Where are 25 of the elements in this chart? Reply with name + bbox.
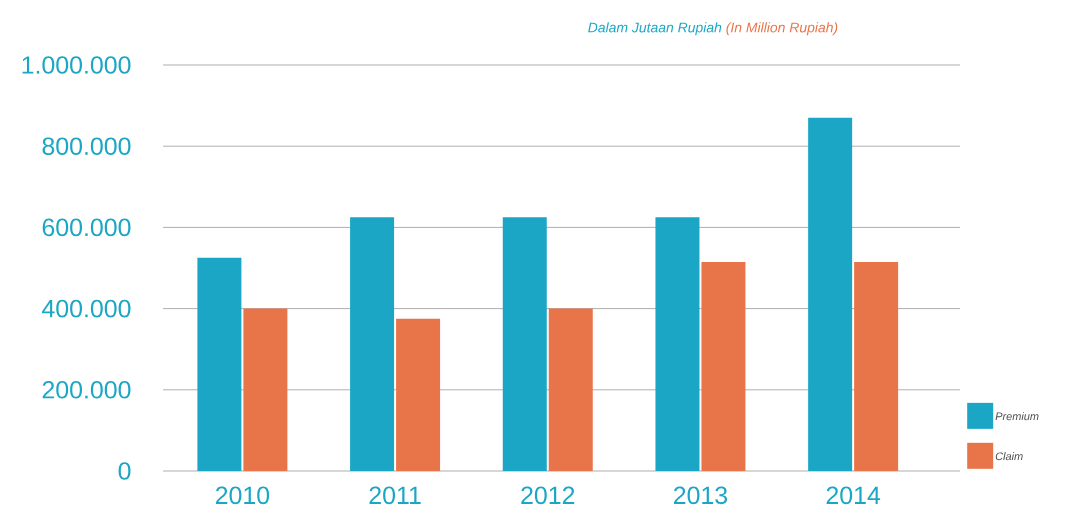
x-tick-label: 2012 (521, 486, 575, 505)
chart-subtitle: (In Million Rupiah) (726, 22, 838, 36)
y-tick-label: 400.000 (42, 299, 131, 318)
bar (243, 308, 288, 471)
bar (655, 217, 700, 471)
y-tick-label: 1.000.000 (22, 56, 131, 74)
bar (701, 261, 746, 471)
x-tick-label: 2010 (215, 486, 270, 505)
x-tick-label: 2011 (369, 486, 421, 505)
legend-label: Premium (995, 412, 1039, 421)
y-tick-label: 0 (118, 462, 131, 480)
bar (197, 257, 242, 471)
legend-label: Claim (995, 452, 1023, 461)
bar (854, 261, 899, 471)
y-tick-label: 600.000 (42, 218, 131, 237)
x-tick-label: 2014 (826, 486, 881, 505)
bar (502, 217, 547, 471)
x-tick-label: 2013 (673, 486, 728, 505)
bar (350, 217, 395, 471)
bar (808, 117, 853, 471)
chart-title: Dalam Jutaan Rupiah (588, 22, 722, 36)
bar (396, 318, 441, 471)
y-tick-label: 800.000 (42, 137, 131, 156)
y-tick-label: 200.000 (42, 380, 131, 399)
bar (548, 308, 593, 471)
